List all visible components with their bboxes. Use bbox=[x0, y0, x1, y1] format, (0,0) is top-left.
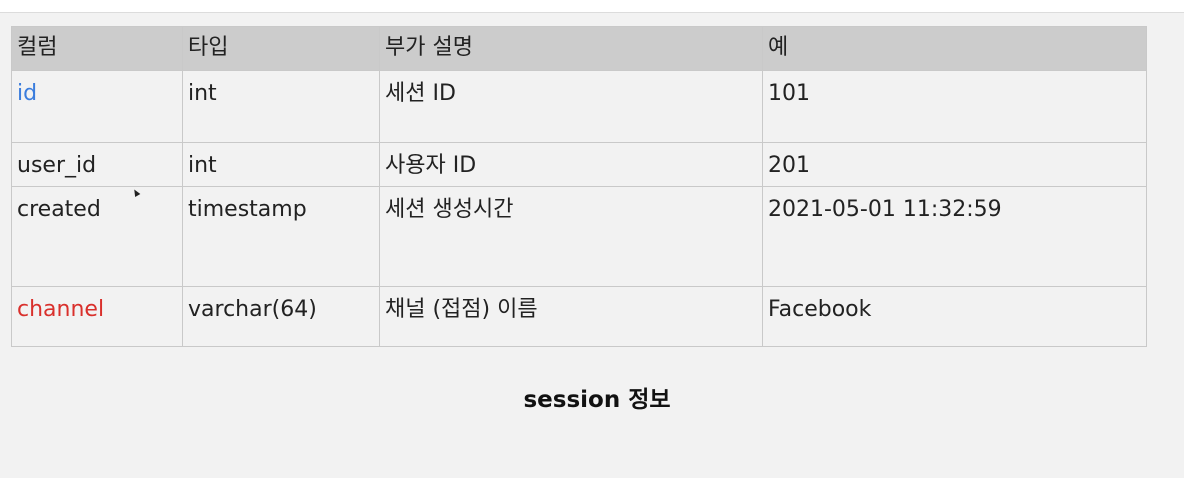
cell-description: 사용자 ID bbox=[379, 142, 763, 187]
table-row: created timestamp 세션 생성시간 2021-05-01 11:… bbox=[11, 186, 1147, 287]
cell-column-name: created bbox=[11, 186, 183, 287]
header-description: 부가 설명 bbox=[379, 26, 763, 71]
table-row: channel varchar(64) 채널 (접점) 이름 Facebook bbox=[11, 286, 1147, 347]
table-header-row: 컬럼 타입 부가 설명 예 bbox=[11, 26, 1147, 71]
header-example: 예 bbox=[762, 26, 1147, 71]
cell-description: 세션 생성시간 bbox=[379, 186, 763, 287]
cell-description: 채널 (접점) 이름 bbox=[379, 286, 763, 347]
cell-type: int bbox=[182, 142, 380, 187]
table-row: id int 세션 ID 101 bbox=[11, 70, 1147, 143]
cell-example: Facebook bbox=[762, 286, 1147, 347]
table-caption: session 정보 bbox=[523, 387, 671, 413]
cell-type: varchar(64) bbox=[182, 286, 380, 347]
table-row: user_id int 사용자 ID 201 bbox=[11, 142, 1147, 187]
cell-column-name: id bbox=[11, 70, 183, 143]
header-column: 컬럼 bbox=[11, 26, 183, 71]
header-type: 타입 bbox=[182, 26, 380, 71]
slide: 컬럼 타입 부가 설명 예 id int 세션 ID 101 user_id i… bbox=[0, 12, 1184, 478]
cell-column-name: channel bbox=[11, 286, 183, 347]
cell-type: timestamp bbox=[182, 186, 380, 287]
cell-description: 세션 ID bbox=[379, 70, 763, 143]
cell-example: 101 bbox=[762, 70, 1147, 143]
schema-table: 컬럼 타입 부가 설명 예 id int 세션 ID 101 user_id i… bbox=[11, 26, 1147, 347]
cell-type: int bbox=[182, 70, 380, 143]
cell-example: 201 bbox=[762, 142, 1147, 187]
cell-column-name: user_id bbox=[11, 142, 183, 187]
cell-example: 2021-05-01 11:32:59 bbox=[762, 186, 1147, 287]
